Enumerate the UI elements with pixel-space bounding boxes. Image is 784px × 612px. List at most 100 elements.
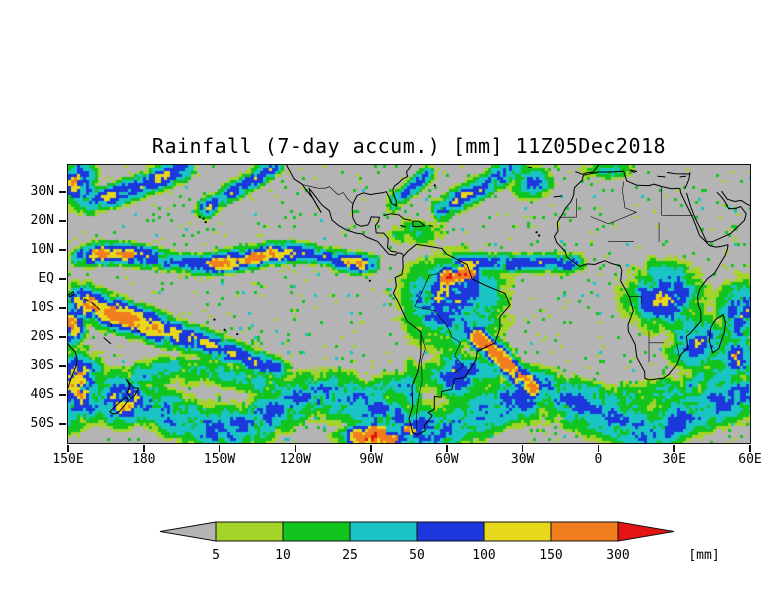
- lon-tick: [370, 445, 372, 452]
- legend-threshold-label: 50: [409, 548, 425, 563]
- coastline: [399, 224, 406, 227]
- lon-tick-label: 150E: [52, 452, 84, 467]
- legend-threshold-label: 10: [275, 548, 291, 563]
- coastline: [720, 190, 750, 206]
- lon-tick: [521, 445, 524, 452]
- chart-title: Rainfall (7-day accum.) [mm] 11Z05Dec201…: [151, 134, 667, 158]
- lat-tick-label: 20S: [30, 328, 54, 344]
- legend-segment: [416, 521, 485, 542]
- legend-threshold-label: 5: [212, 548, 220, 563]
- coastline: [96, 305, 100, 310]
- lon-tick: [218, 445, 221, 452]
- lat-tick: [59, 423, 66, 425]
- lon-tick: [294, 445, 297, 452]
- coastline: [553, 170, 728, 380]
- legend-threshold-label: 25: [342, 548, 358, 563]
- lon-tick: [673, 445, 675, 452]
- legend-segment: [550, 521, 619, 542]
- country-border: [415, 330, 426, 430]
- coastline: [383, 212, 411, 221]
- coastline: [108, 396, 129, 415]
- country-border: [628, 295, 642, 304]
- legend-above-arrow: [617, 521, 675, 542]
- lat-tick: [59, 394, 66, 396]
- country-border: [558, 197, 577, 217]
- island-mark: [235, 332, 238, 335]
- coastline: [67, 290, 74, 297]
- coastline: [679, 175, 686, 177]
- lat-tick-label: 10N: [30, 241, 54, 257]
- lat-tick: [59, 307, 66, 309]
- coastline: [628, 168, 637, 173]
- lat-tick-label: 10S: [30, 299, 54, 315]
- lat-tick: [59, 249, 66, 251]
- legend-svg: 5 10 25 50 100 150 300 [mm]: [159, 521, 720, 563]
- coastline: [666, 171, 690, 174]
- island-mark: [202, 217, 205, 220]
- lon-tick: [446, 445, 448, 452]
- coastline: [574, 164, 599, 175]
- lon-tick-label: 30W: [510, 452, 535, 467]
- island-mark: [198, 215, 201, 218]
- legend-segment: [215, 521, 284, 542]
- coastline: [102, 336, 111, 344]
- coastline: [685, 191, 747, 242]
- lon-tick: [597, 445, 600, 452]
- coastline: [285, 164, 404, 256]
- lat-tick-label: EQ: [38, 270, 54, 286]
- country-border: [414, 266, 464, 373]
- country-border: [660, 185, 693, 216]
- coastline-overlay: [67, 164, 750, 435]
- lon-tick-label: 0: [594, 452, 603, 467]
- coastline: [708, 313, 726, 353]
- lat-tick: [59, 191, 66, 193]
- lat-tick: [59, 336, 66, 338]
- lat-tick-label: 50S: [30, 415, 54, 431]
- island-mark: [204, 220, 207, 223]
- lon-tick: [749, 445, 751, 452]
- lon-tick: [143, 445, 145, 452]
- legend-threshold-label: 100: [472, 548, 495, 563]
- lon-tick-label: 180: [132, 452, 156, 467]
- lon-tick-label: 150W: [203, 452, 236, 467]
- legend-unit-label: [mm]: [688, 548, 719, 563]
- coastline: [113, 329, 115, 331]
- coastline: [109, 322, 112, 327]
- coastline: [67, 342, 78, 388]
- coastline: [351, 164, 412, 252]
- lon-tick: [67, 445, 69, 452]
- coastline: [125, 378, 139, 399]
- coastline: [91, 301, 96, 306]
- country-border: [675, 342, 680, 357]
- country-border: [590, 181, 637, 224]
- island-mark: [212, 317, 216, 321]
- legend-threshold-label: 300: [606, 548, 629, 563]
- lat-tick-label: 30N: [30, 183, 54, 199]
- map-frame: [66, 163, 751, 444]
- lon-tick-label: 60W: [435, 452, 459, 467]
- legend-segment: [349, 521, 418, 542]
- lon-tick-label: 60E: [738, 452, 762, 467]
- coastline: [392, 243, 510, 435]
- lat-tick-label: 30S: [30, 357, 54, 373]
- legend-colorbar: 5 10 25 50 100 150 300 [mm]: [158, 518, 758, 568]
- lat-tick: [59, 365, 66, 367]
- coastline: [83, 298, 89, 301]
- island-mark: [368, 279, 371, 282]
- coastline: [428, 224, 433, 227]
- lat-tick-label: 20N: [30, 212, 54, 228]
- legend-segment: [282, 521, 351, 542]
- legend-threshold-label: 150: [539, 548, 562, 563]
- lat-tick: [59, 278, 66, 280]
- rainfall-field-canvas: [67, 164, 750, 443]
- country-border: [301, 183, 353, 204]
- coastline: [526, 166, 532, 168]
- legend-segment: [483, 521, 552, 542]
- lon-tick-label: 120W: [279, 452, 311, 467]
- island-mark: [433, 183, 436, 186]
- coastline: [656, 175, 665, 177]
- lat-tick: [59, 220, 66, 222]
- island-mark: [537, 233, 540, 237]
- coastline: [553, 195, 562, 197]
